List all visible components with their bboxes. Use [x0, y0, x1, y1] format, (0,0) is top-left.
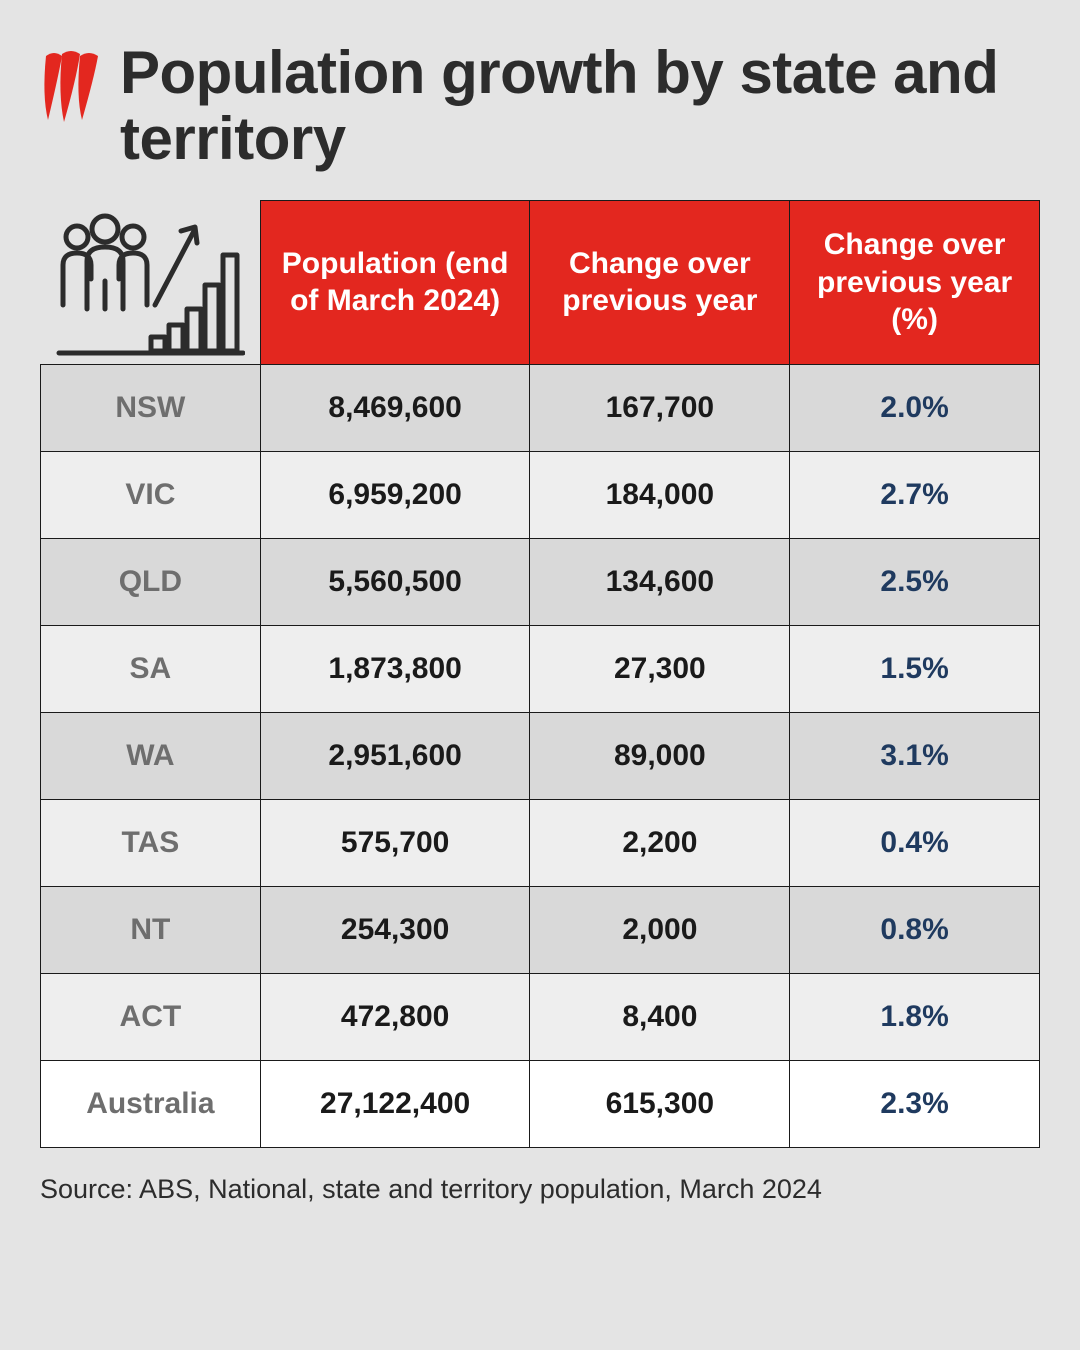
population-cell: 1,873,800: [260, 625, 530, 712]
change-cell: 184,000: [530, 451, 790, 538]
state-cell: QLD: [41, 538, 261, 625]
col-header-change-pct: Change over previous year (%): [790, 201, 1040, 365]
change-cell: 8,400: [530, 973, 790, 1060]
change-cell: 615,300: [530, 1060, 790, 1147]
source-text: Source: ABS, National, state and territo…: [40, 1174, 1040, 1205]
pct-cell: 2.5%: [790, 538, 1040, 625]
change-cell: 167,700: [530, 364, 790, 451]
people-growth-icon: [55, 346, 245, 363]
pct-cell: 0.8%: [790, 886, 1040, 973]
population-cell: 575,700: [260, 799, 530, 886]
state-cell: NSW: [41, 364, 261, 451]
population-cell: 2,951,600: [260, 712, 530, 799]
table-row: WA2,951,60089,0003.1%: [41, 712, 1040, 799]
population-cell: 27,122,400: [260, 1060, 530, 1147]
col-header-population: Population (end of March 2024): [260, 201, 530, 365]
table-header-iconcell: [41, 201, 261, 365]
change-cell: 2,000: [530, 886, 790, 973]
table-total-row: Australia27,122,400615,3002.3%: [41, 1060, 1040, 1147]
table-row: TAS575,7002,2000.4%: [41, 799, 1040, 886]
population-cell: 6,959,200: [260, 451, 530, 538]
sbs-logo-icon: [40, 48, 102, 131]
page-title: Population growth by state and territory: [120, 40, 1040, 172]
table-header-row: Population (end of March 2024) Change ov…: [41, 201, 1040, 365]
pct-cell: 2.0%: [790, 364, 1040, 451]
population-cell: 5,560,500: [260, 538, 530, 625]
state-cell: SA: [41, 625, 261, 712]
state-cell: ACT: [41, 973, 261, 1060]
pct-cell: 3.1%: [790, 712, 1040, 799]
state-cell: WA: [41, 712, 261, 799]
table-row: NSW8,469,600167,7002.0%: [41, 364, 1040, 451]
pct-cell: 2.3%: [790, 1060, 1040, 1147]
pct-cell: 0.4%: [790, 799, 1040, 886]
change-cell: 2,200: [530, 799, 790, 886]
state-cell: NT: [41, 886, 261, 973]
table-row: ACT472,8008,4001.8%: [41, 973, 1040, 1060]
header: Population growth by state and territory: [40, 40, 1040, 172]
population-cell: 472,800: [260, 973, 530, 1060]
change-cell: 89,000: [530, 712, 790, 799]
table-row: QLD5,560,500134,6002.5%: [41, 538, 1040, 625]
pct-cell: 2.7%: [790, 451, 1040, 538]
pct-cell: 1.5%: [790, 625, 1040, 712]
state-cell: VIC: [41, 451, 261, 538]
population-cell: 254,300: [260, 886, 530, 973]
population-table: Population (end of March 2024) Change ov…: [40, 200, 1040, 1148]
state-cell: TAS: [41, 799, 261, 886]
state-cell: Australia: [41, 1060, 261, 1147]
table-row: SA1,873,80027,3001.5%: [41, 625, 1040, 712]
table-row: NT254,3002,0000.8%: [41, 886, 1040, 973]
population-cell: 8,469,600: [260, 364, 530, 451]
pct-cell: 1.8%: [790, 973, 1040, 1060]
change-cell: 27,300: [530, 625, 790, 712]
col-header-change: Change over previous year: [530, 201, 790, 365]
change-cell: 134,600: [530, 538, 790, 625]
table-row: VIC6,959,200184,0002.7%: [41, 451, 1040, 538]
